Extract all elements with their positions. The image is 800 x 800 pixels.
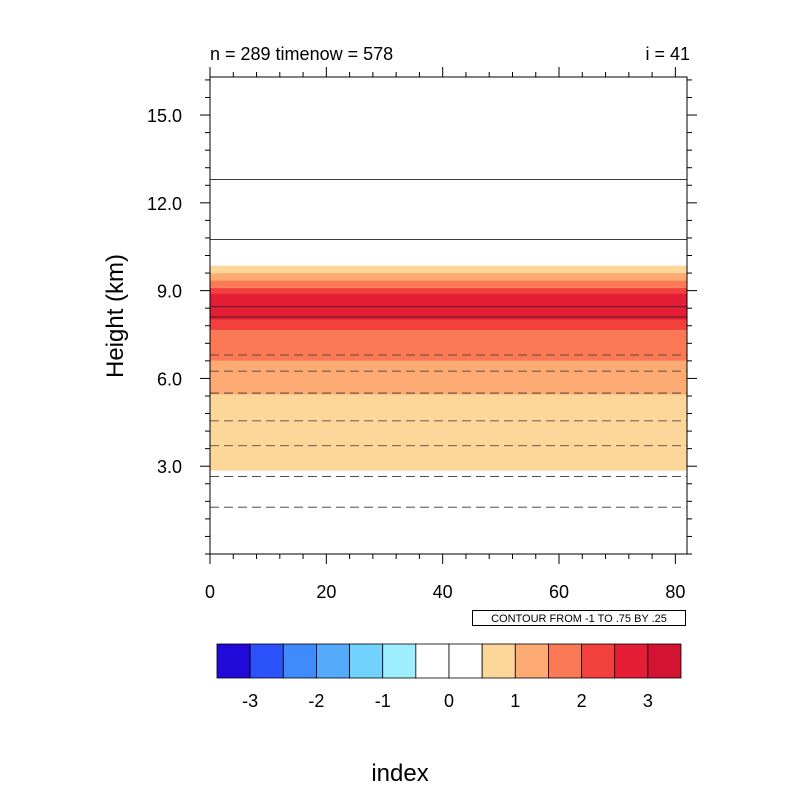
colorbar-box bbox=[349, 643, 384, 679]
contour-band bbox=[210, 360, 687, 395]
plot-frame bbox=[209, 76, 688, 555]
contour-band bbox=[210, 265, 687, 274]
y-tick-label: 12.0 bbox=[147, 194, 182, 214]
x-tick-label: 80 bbox=[665, 582, 685, 602]
colorbar-box bbox=[514, 643, 549, 679]
x-tick-label: 60 bbox=[549, 582, 569, 602]
colorbar-label: 2 bbox=[577, 691, 587, 711]
x-axis-label: index bbox=[371, 760, 429, 787]
colorbar-box bbox=[614, 643, 649, 679]
colorbar: -3 -2 -1 0 1 2 3 bbox=[216, 643, 682, 711]
colorbar-box bbox=[282, 643, 317, 679]
colorbar-box bbox=[647, 643, 682, 679]
colorbar-box bbox=[581, 643, 616, 679]
y-tick-label: 15.0 bbox=[147, 106, 182, 126]
x-tick-label: 40 bbox=[433, 582, 453, 602]
y-axis-label: Height (km) bbox=[102, 254, 129, 378]
x-tick-label: 20 bbox=[316, 582, 336, 602]
axis-ticks bbox=[200, 67, 697, 564]
x-tick-label: 0 bbox=[205, 582, 215, 602]
colorbar-label: -2 bbox=[308, 691, 324, 711]
colorbar-box bbox=[316, 643, 350, 679]
contour-band bbox=[210, 330, 687, 361]
y-tick-label: 3.0 bbox=[157, 457, 182, 477]
contour-band bbox=[210, 319, 687, 331]
left-title: n = 289 timenow = 578 bbox=[210, 44, 394, 64]
colorbar-label: 0 bbox=[444, 691, 454, 711]
colorbar-box bbox=[382, 643, 417, 679]
right-title: i = 41 bbox=[645, 44, 690, 64]
colorbar-box bbox=[415, 643, 450, 679]
contour-band bbox=[210, 287, 687, 294]
contour-band bbox=[210, 394, 687, 471]
colorbar-box bbox=[481, 643, 516, 679]
contour-lines bbox=[210, 179, 687, 508]
colorbar-box bbox=[548, 643, 582, 679]
colorbar-box bbox=[249, 643, 284, 679]
colorbar-label: -1 bbox=[375, 691, 391, 711]
y-tick-label: 6.0 bbox=[157, 369, 182, 389]
colorbar-label: -3 bbox=[242, 691, 258, 711]
contour-info-label: CONTOUR FROM -1 TO .75 BY .25 bbox=[472, 610, 686, 626]
y-tick-label: 9.0 bbox=[157, 282, 182, 302]
contour-band bbox=[210, 280, 687, 288]
colorbar-label: 1 bbox=[510, 691, 520, 711]
colorbar-label: 3 bbox=[643, 691, 653, 711]
colorbar-box bbox=[216, 643, 251, 679]
colorbar-box bbox=[448, 643, 483, 679]
axis-tick-labels: 0 20 40 60 80 3.0 6.0 9.0 12.0 15.0 bbox=[147, 106, 685, 602]
contour-band bbox=[210, 273, 687, 281]
filled-contour-bands bbox=[210, 265, 687, 471]
